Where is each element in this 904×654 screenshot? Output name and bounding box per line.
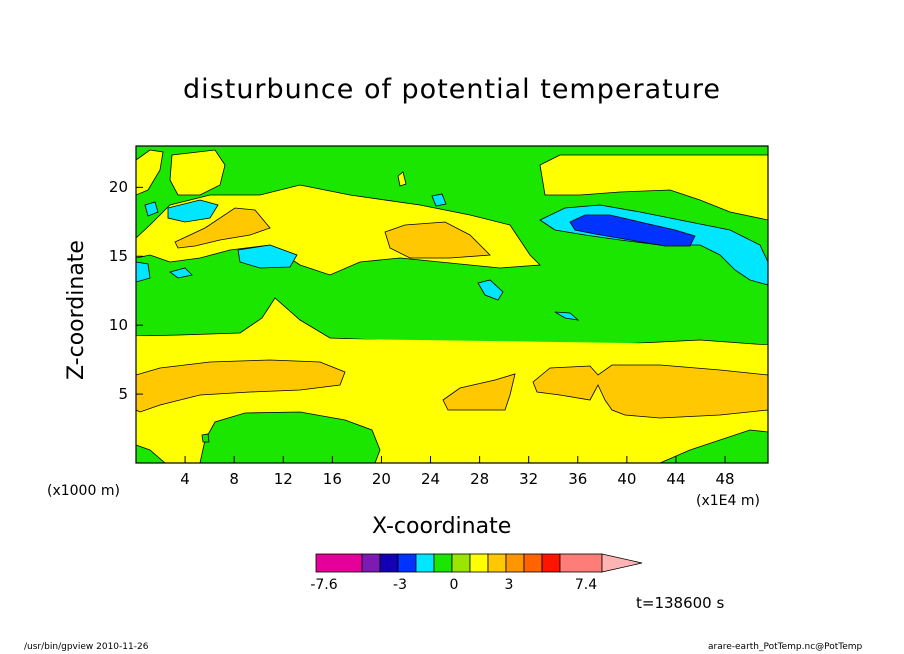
colorbar-swatch	[559, 553, 603, 573]
x-axis-label: X-coordinate	[372, 514, 512, 539]
colorbar-swatch	[469, 553, 489, 573]
x-tick-label: 48	[715, 470, 735, 488]
y-tick-label: 15	[108, 247, 128, 266]
contour-band-strong-positive	[532, 364, 768, 419]
contour-band-negative	[144, 201, 159, 217]
colorbar-label: -7.6	[310, 577, 338, 593]
footer-right: arare-earth_PotTemp.nc@PotTemp	[708, 642, 863, 652]
colorbar-label: -3	[393, 577, 407, 593]
x-tick-label: 16	[322, 470, 342, 488]
colorbar-swatch	[523, 553, 543, 573]
colorbar-swatch	[315, 553, 363, 573]
colorbar-label: 0	[449, 577, 459, 593]
contour-band-near-zero	[136, 444, 166, 463]
colorbar-swatch	[379, 553, 399, 573]
plot-frame	[135, 145, 769, 464]
x-tick-label: 32	[519, 470, 539, 488]
contour-band-negative	[167, 199, 219, 223]
colorbar-swatch	[415, 553, 435, 573]
contour-field	[136, 146, 768, 463]
x-tick-label: 12	[273, 470, 293, 488]
contour-band-strong-negative	[569, 214, 696, 247]
time-label: t=138600 s	[636, 594, 725, 612]
contour-band-negative	[554, 311, 580, 321]
contour-band-positive	[397, 171, 407, 187]
contour-band-negative	[477, 279, 504, 301]
contour-band-near-zero	[199, 411, 381, 463]
contour-band-near-zero	[659, 429, 768, 463]
y-axis	[136, 186, 143, 395]
colorbar-swatch	[433, 553, 453, 573]
contour-band-negative	[136, 261, 151, 283]
contour-band-strong-positive	[136, 359, 346, 413]
colorbar-swatch	[541, 553, 561, 573]
x-tick-label: 28	[470, 470, 490, 488]
x-unit-note: (x1000 m)	[47, 483, 120, 499]
contour-band-negative	[237, 244, 298, 269]
contour-band-negative	[431, 193, 447, 207]
colorbar-swatch	[397, 553, 417, 573]
contour-band-strong-positive	[442, 373, 516, 411]
y-tick-label: 5	[118, 385, 128, 404]
contour-band-strong-positive	[384, 221, 491, 259]
colorbar-extend-triangle	[601, 553, 643, 573]
x-tick-label: 24	[420, 470, 441, 488]
colorbar	[315, 553, 643, 573]
footer-left: /usr/bin/gpview 2010-11-26	[24, 642, 149, 652]
colorbar-swatch	[505, 553, 525, 573]
x-scale-note: (x1E4 m)	[696, 493, 760, 509]
colorbar-label: 7.4	[574, 577, 598, 593]
contour-band-near-zero	[201, 433, 210, 443]
y-tick-label: 10	[108, 316, 128, 335]
contour-band-strong-positive	[174, 207, 271, 249]
x-tick-label: 36	[568, 470, 588, 488]
chart-title: disturbunce of potential temperature	[183, 74, 721, 105]
contour-band-negative	[169, 267, 193, 279]
y-tick-label: 20	[108, 178, 128, 197]
x-tick-label: 40	[617, 470, 637, 488]
x-tick-label: 20	[371, 470, 391, 488]
contour-band-positive	[169, 149, 226, 196]
colorbar-swatch	[451, 553, 471, 573]
y-axis-label: Z-coordinate	[64, 240, 89, 380]
x-axis	[184, 456, 726, 463]
colorbar-swatch	[487, 553, 507, 573]
contour-band-positive	[136, 149, 164, 196]
colorbar-label: 3	[504, 577, 514, 593]
colorbar-swatch	[361, 553, 381, 573]
x-tick-label: 44	[666, 470, 686, 488]
contour-band-positive	[539, 154, 768, 221]
x-tick-label: 8	[229, 470, 239, 488]
x-tick-label: 4	[180, 470, 190, 488]
